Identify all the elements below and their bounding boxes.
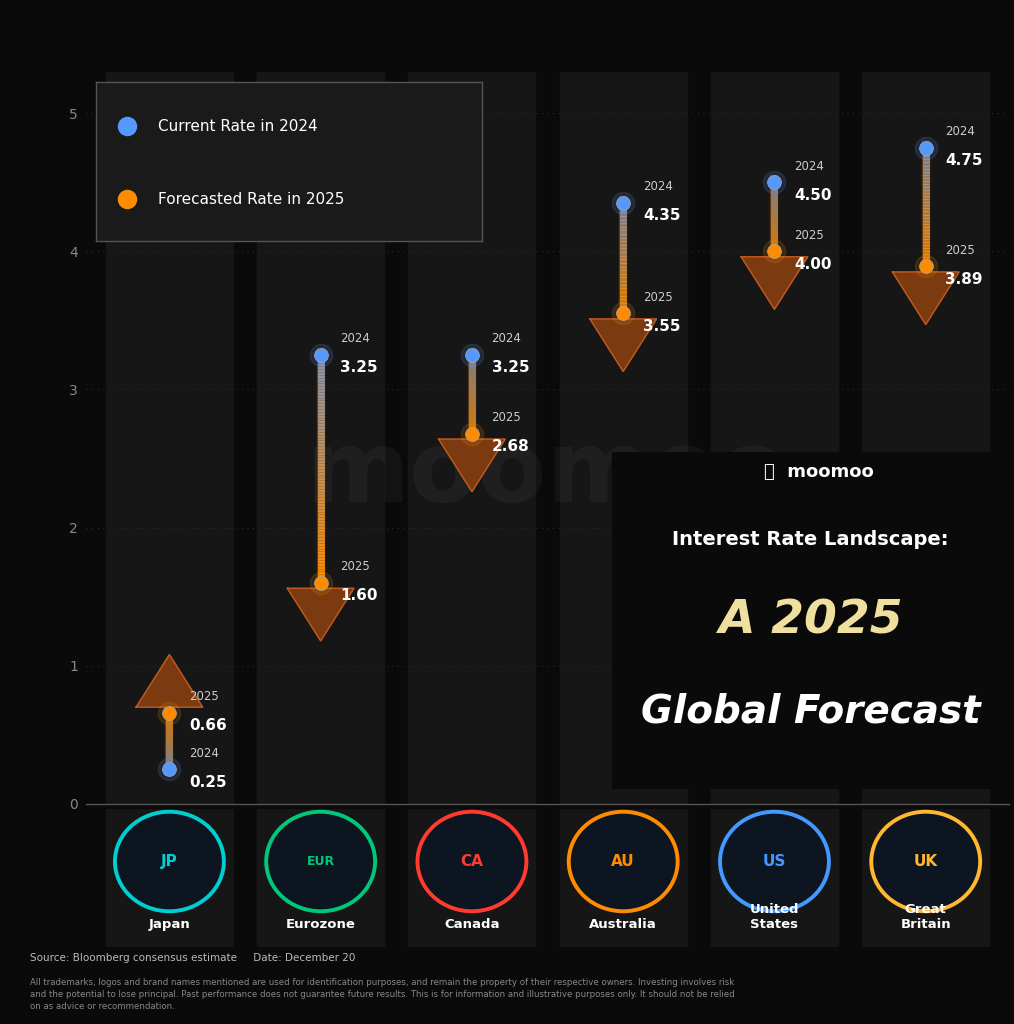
Text: Australia: Australia bbox=[589, 918, 657, 931]
Polygon shape bbox=[892, 272, 959, 325]
Text: 4.75: 4.75 bbox=[945, 154, 983, 168]
Polygon shape bbox=[590, 318, 656, 372]
Circle shape bbox=[267, 812, 375, 911]
Text: 2024: 2024 bbox=[794, 160, 824, 172]
Bar bbox=[862, 72, 990, 804]
Text: Japan: Japan bbox=[148, 918, 191, 931]
Text: 🐂  moomoo: 🐂 moomoo bbox=[764, 463, 873, 480]
Text: 0.66: 0.66 bbox=[189, 718, 227, 733]
Polygon shape bbox=[741, 257, 808, 309]
Text: CA: CA bbox=[460, 854, 484, 869]
Polygon shape bbox=[136, 654, 203, 708]
Text: 3.25: 3.25 bbox=[341, 360, 378, 376]
Circle shape bbox=[418, 812, 526, 911]
Circle shape bbox=[569, 812, 677, 911]
Text: Current Rate in 2024: Current Rate in 2024 bbox=[158, 119, 317, 134]
Text: Source: Bloomberg consensus estimate     Date: December 20: Source: Bloomberg consensus estimate Dat… bbox=[30, 952, 356, 963]
Polygon shape bbox=[287, 589, 354, 641]
Text: JP: JP bbox=[161, 854, 177, 869]
Circle shape bbox=[720, 812, 828, 911]
Text: 2024: 2024 bbox=[341, 332, 370, 345]
Bar bbox=[711, 72, 838, 804]
Bar bbox=[560, 809, 686, 947]
Text: Global Forecast: Global Forecast bbox=[641, 692, 981, 731]
Text: 2025: 2025 bbox=[189, 690, 219, 703]
Text: Eurozone: Eurozone bbox=[286, 918, 356, 931]
Text: AU: AU bbox=[611, 854, 635, 869]
Text: Canada: Canada bbox=[444, 918, 500, 931]
Bar bbox=[862, 809, 990, 947]
Text: UK: UK bbox=[914, 854, 938, 869]
Text: Great
Britain: Great Britain bbox=[900, 902, 951, 931]
Text: 4.35: 4.35 bbox=[643, 209, 680, 223]
Bar bbox=[560, 72, 686, 804]
Text: 2025: 2025 bbox=[643, 291, 672, 304]
Text: Forecasted Rate in 2025: Forecasted Rate in 2025 bbox=[158, 191, 345, 207]
Text: 1.60: 1.60 bbox=[341, 589, 378, 603]
Bar bbox=[258, 72, 384, 804]
Bar bbox=[409, 809, 535, 947]
Text: Interest Rate Landscape:: Interest Rate Landscape: bbox=[672, 530, 949, 550]
Text: moomoo: moomoo bbox=[306, 426, 789, 523]
Text: All trademarks, logos and brand names mentioned are used for identification purp: All trademarks, logos and brand names me… bbox=[30, 979, 735, 1011]
Polygon shape bbox=[439, 439, 505, 492]
Text: 3.25: 3.25 bbox=[492, 360, 529, 376]
Text: 3.89: 3.89 bbox=[945, 272, 983, 287]
Text: 2.68: 2.68 bbox=[492, 439, 529, 454]
Text: 2025: 2025 bbox=[945, 244, 975, 257]
Text: United
States: United States bbox=[749, 902, 799, 931]
Text: 2025: 2025 bbox=[492, 411, 521, 424]
Text: 0.25: 0.25 bbox=[189, 775, 227, 790]
Circle shape bbox=[871, 812, 981, 911]
Text: 2025: 2025 bbox=[794, 228, 824, 242]
Text: US: US bbox=[763, 854, 786, 869]
Text: 2024: 2024 bbox=[189, 746, 219, 760]
Bar bbox=[105, 72, 233, 804]
Bar bbox=[258, 809, 384, 947]
Bar bbox=[711, 809, 838, 947]
Text: 2024: 2024 bbox=[643, 180, 672, 194]
Text: EUR: EUR bbox=[306, 855, 335, 868]
Circle shape bbox=[115, 812, 224, 911]
Bar bbox=[105, 809, 233, 947]
Text: 4.00: 4.00 bbox=[794, 257, 831, 271]
Text: 2025: 2025 bbox=[341, 560, 370, 573]
Text: 4.50: 4.50 bbox=[794, 187, 831, 203]
Text: 3.55: 3.55 bbox=[643, 318, 680, 334]
Bar bbox=[409, 72, 535, 804]
Text: A 2025: A 2025 bbox=[718, 598, 902, 643]
Text: 2024: 2024 bbox=[945, 125, 975, 138]
Text: 2024: 2024 bbox=[492, 332, 521, 345]
